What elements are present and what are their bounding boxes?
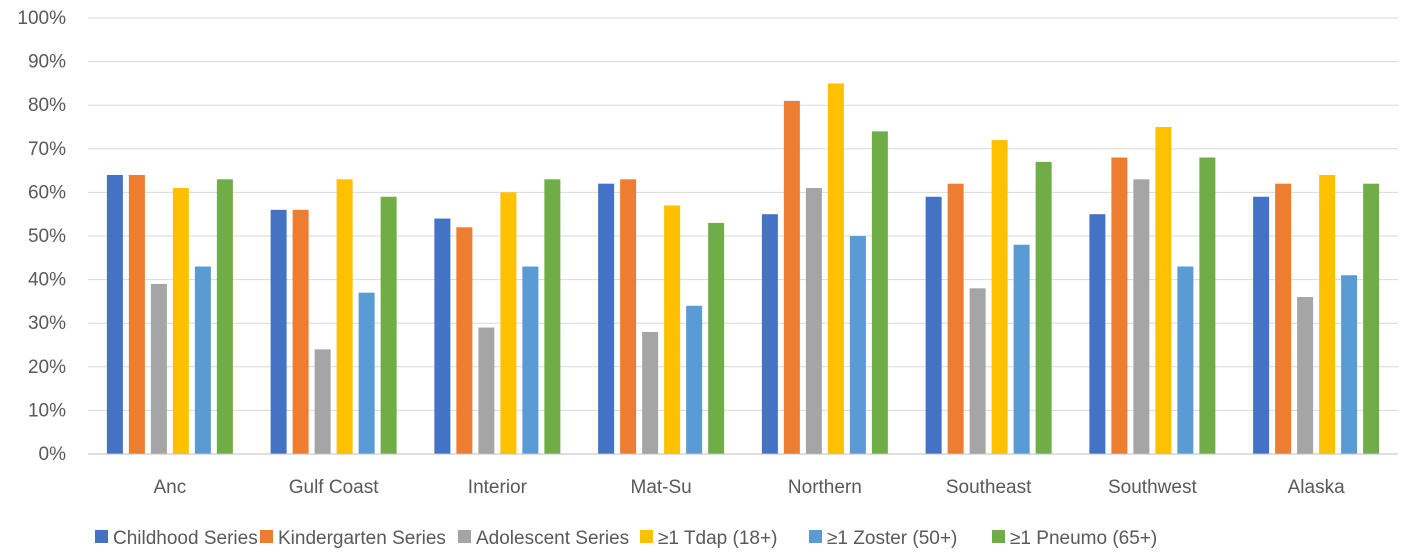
bar bbox=[871, 131, 888, 455]
y-tick-label: 100% bbox=[17, 8, 66, 29]
y-tick-label: 70% bbox=[28, 139, 66, 160]
bar bbox=[1319, 174, 1336, 454]
bar bbox=[686, 305, 703, 454]
legend-swatch bbox=[95, 530, 108, 543]
y-axis: 0% 10% 20% 30% 40% 50% 60% 70% 80% 90% 100% bbox=[17, 8, 66, 465]
x-category-label: Alaska bbox=[1288, 477, 1345, 498]
legend-label: ≥1 Tdap (18+) bbox=[658, 528, 777, 549]
x-category-label: Mat-Su bbox=[631, 477, 692, 498]
bar bbox=[1341, 275, 1358, 454]
bar bbox=[827, 83, 844, 455]
y-tick-label: 90% bbox=[28, 52, 66, 73]
legend-swatch bbox=[640, 530, 653, 543]
bar bbox=[1155, 127, 1172, 454]
bar bbox=[805, 188, 822, 455]
legend-label: ≥1 Pneumo (65+) bbox=[1010, 528, 1157, 549]
bar bbox=[849, 236, 866, 454]
bar bbox=[194, 266, 211, 454]
bar bbox=[1111, 157, 1128, 454]
legend-swatch bbox=[809, 530, 822, 543]
y-tick-label: 40% bbox=[28, 270, 66, 291]
y-tick-label: 60% bbox=[28, 182, 66, 203]
bar bbox=[128, 174, 145, 454]
bar bbox=[947, 183, 964, 454]
legend: Childhood Series Kindergarten Series Adole… bbox=[95, 528, 1157, 549]
bar bbox=[1013, 244, 1030, 454]
y-tick-label: 10% bbox=[28, 400, 66, 421]
legend-swatch bbox=[260, 530, 273, 543]
legend-label: Kindergarten Series bbox=[278, 528, 446, 549]
bar bbox=[358, 292, 375, 454]
bars bbox=[106, 83, 1380, 455]
bar bbox=[1177, 266, 1194, 454]
bar bbox=[106, 174, 123, 454]
bar bbox=[1253, 196, 1270, 454]
y-tick-label: 80% bbox=[28, 95, 66, 116]
bar bbox=[969, 288, 986, 454]
bar bbox=[1133, 179, 1150, 454]
y-tick-label: 0% bbox=[39, 444, 67, 465]
bar bbox=[991, 140, 1008, 454]
x-category-label: Northern bbox=[788, 477, 862, 498]
x-axis: Anc Gulf Coast Interior Mat-Su Northern South… bbox=[88, 453, 1398, 498]
bar bbox=[642, 331, 659, 454]
bar bbox=[1035, 161, 1052, 454]
bar bbox=[336, 179, 353, 454]
bar bbox=[664, 205, 681, 454]
bar bbox=[270, 209, 287, 454]
bar bbox=[456, 227, 473, 454]
x-category-label: Southwest bbox=[1108, 477, 1197, 498]
legend-swatch bbox=[992, 530, 1005, 543]
bar bbox=[380, 196, 397, 454]
bar bbox=[925, 196, 942, 454]
bar bbox=[620, 179, 637, 454]
x-category-label: Southeast bbox=[946, 477, 1032, 498]
bar bbox=[1297, 297, 1314, 454]
bar bbox=[150, 283, 167, 454]
bar bbox=[598, 183, 615, 454]
bar bbox=[478, 327, 495, 454]
bar bbox=[522, 266, 539, 454]
bar bbox=[216, 179, 233, 454]
bar bbox=[292, 209, 309, 454]
y-tick-label: 50% bbox=[28, 226, 66, 247]
bar bbox=[544, 179, 561, 454]
bar bbox=[434, 218, 451, 454]
bar bbox=[1275, 183, 1292, 454]
bar bbox=[1199, 157, 1216, 454]
legend-label: Childhood Series bbox=[113, 528, 258, 549]
bar bbox=[761, 214, 778, 454]
legend-label: Adolescent Series bbox=[476, 528, 629, 549]
bar bbox=[783, 100, 800, 454]
y-tick-label: 20% bbox=[28, 357, 66, 378]
bar bbox=[1363, 183, 1380, 454]
bar bbox=[708, 222, 725, 454]
x-category-label: Gulf Coast bbox=[289, 477, 379, 498]
bar bbox=[500, 192, 517, 454]
x-category-label: Anc bbox=[154, 477, 187, 498]
y-tick-label: 30% bbox=[28, 313, 66, 334]
x-category-label: Interior bbox=[468, 477, 528, 498]
legend-label: ≥1 Zoster (50+) bbox=[827, 528, 957, 549]
bar bbox=[314, 349, 331, 454]
bar bbox=[172, 188, 189, 455]
bar bbox=[1089, 214, 1106, 454]
legend-swatch bbox=[458, 530, 471, 543]
